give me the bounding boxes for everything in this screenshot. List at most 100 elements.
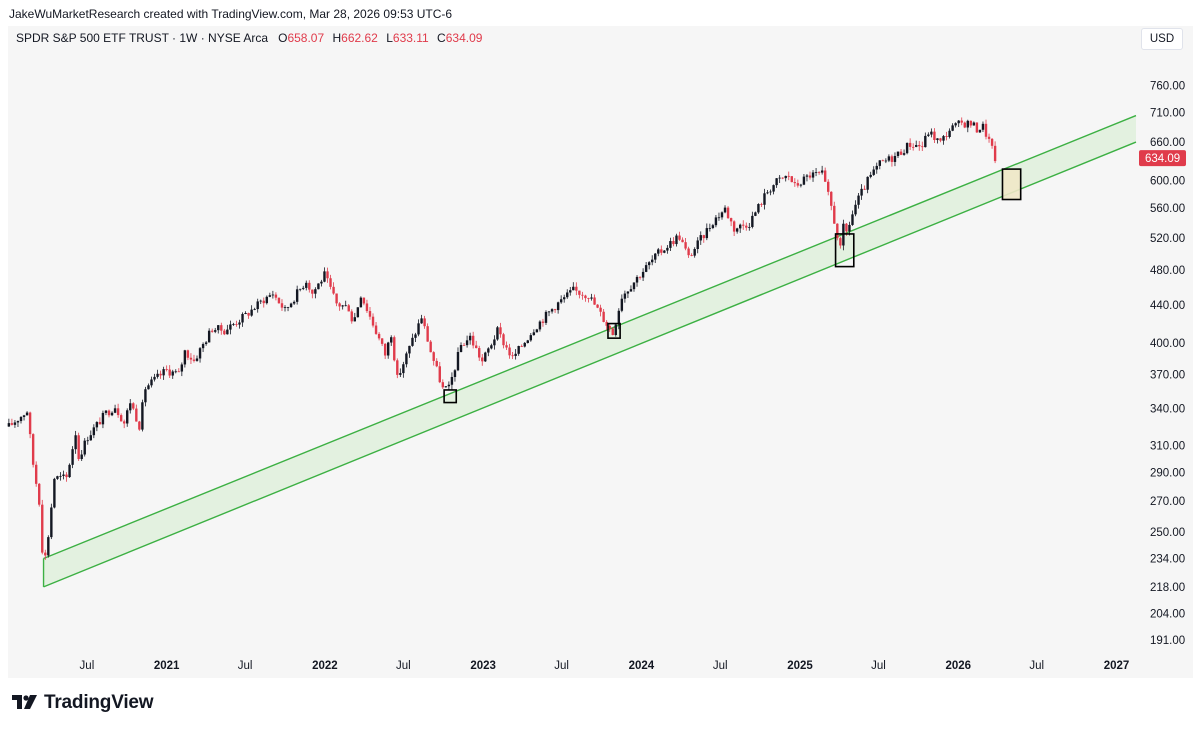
price-tick-label: 440.00: [1150, 300, 1185, 312]
candle-body: [781, 177, 784, 179]
candle-body: [541, 321, 545, 323]
candle-body: [978, 129, 982, 133]
candle-body: [268, 295, 272, 297]
candle-body: [769, 191, 772, 193]
candle-body: [605, 321, 608, 326]
candle-body: [814, 172, 818, 173]
support-box: [834, 233, 855, 268]
candle-body: [183, 350, 187, 365]
price-tick-label: 310.00: [1150, 441, 1185, 453]
price-tick-label: 290.00: [1150, 467, 1185, 479]
candle-body: [298, 288, 302, 290]
candle-body: [538, 321, 542, 330]
candle-body: [62, 474, 65, 476]
candle-body: [186, 350, 190, 358]
candle-body: [514, 353, 517, 356]
candle-body: [523, 342, 526, 347]
time-tick-label: 2024: [629, 660, 655, 672]
candle-body: [669, 241, 672, 248]
candle-body: [119, 415, 123, 422]
time-tick-label: 2026: [945, 660, 971, 672]
last-price-tag: 634.09: [1139, 150, 1186, 167]
candle-body: [162, 369, 165, 376]
support-box: [607, 322, 621, 339]
candle-body: [302, 287, 305, 289]
candle-body: [195, 358, 199, 361]
symbol-description: SPDR S&P 500 ETF TRUST · 1W · NYSE Arca: [16, 31, 269, 45]
candle-body: [857, 195, 860, 205]
candle-body: [851, 214, 854, 225]
candle-body: [499, 327, 502, 335]
candle-body: [423, 318, 426, 327]
candle-body: [159, 373, 162, 376]
candle-body: [975, 122, 979, 133]
candle-body: [720, 212, 724, 218]
candle-body: [338, 303, 341, 307]
candle-body: [147, 385, 150, 390]
candle-body: [960, 120, 963, 123]
candle-body: [875, 165, 878, 170]
candle-body: [247, 313, 250, 316]
candlestick-series: [7, 117, 997, 560]
candle-body: [611, 328, 614, 335]
candle-body: [98, 422, 102, 425]
candle-body: [405, 353, 408, 365]
price-axis[interactable]: 760.00 710.00 660.00 600.00 560.00 520.00 480.…: [1150, 80, 1185, 647]
price-tick-label: 400.00: [1150, 338, 1185, 350]
candle-body: [887, 156, 891, 161]
candle-body: [411, 337, 414, 346]
candle-body: [593, 297, 596, 305]
time-tick-label: Jul: [1029, 660, 1044, 672]
candle-body: [47, 537, 50, 556]
candle-body: [177, 371, 181, 373]
candle-body: [280, 303, 284, 308]
candle-body: [180, 364, 184, 372]
candle-body: [578, 290, 581, 295]
candle-body: [902, 153, 906, 155]
candle-body: [799, 184, 803, 186]
candle-body: [207, 330, 211, 343]
candle-body: [690, 255, 693, 256]
symbol-legend[interactable]: SPDR S&P 500 ETF TRUST · 1W · NYSE Arca …: [16, 31, 487, 45]
candle-body: [31, 434, 35, 465]
candle-body: [277, 297, 281, 304]
candle-body: [696, 240, 699, 250]
candle-body: [289, 303, 293, 308]
candle-body: [253, 309, 256, 310]
time-axis[interactable]: Jul 2021 Jul 2022 Jul 2023 Jul 2024 Jul 2025 Jul 20…: [80, 660, 1130, 672]
candle-body: [408, 345, 411, 354]
channel-upper-line[interactable]: [43, 114, 1137, 560]
candle-body: [104, 410, 108, 413]
candle-body: [833, 205, 836, 224]
candle-body: [553, 309, 557, 311]
candle-body: [28, 412, 32, 435]
candle-body: [174, 371, 177, 373]
candle-body: [969, 120, 973, 126]
candle-body: [347, 305, 350, 312]
candle-body: [244, 313, 247, 315]
candle-body: [708, 227, 712, 229]
channel-lower-line[interactable]: [43, 141, 1137, 588]
price-tick-label: 234.00: [1150, 553, 1185, 565]
candle-body: [210, 330, 214, 332]
candle-body: [626, 291, 630, 294]
candle-body: [462, 345, 466, 346]
candle-body: [116, 408, 120, 416]
candle-body: [110, 412, 114, 416]
currency-button[interactable]: USD: [1141, 28, 1183, 50]
candle-body: [711, 225, 715, 228]
candle-body: [581, 294, 584, 296]
candle-body: [274, 294, 278, 298]
candle-body: [529, 335, 533, 341]
candle-body: [92, 427, 96, 436]
candle-body: [763, 193, 766, 205]
chart-attribution: JakeWuMarketResearch created with Tradin…: [9, 7, 453, 21]
candle-body: [660, 249, 663, 253]
candle-body: [238, 322, 241, 325]
candle-body: [966, 120, 969, 128]
candle-body: [74, 435, 77, 450]
candle-body: [629, 289, 633, 292]
candle-body: [845, 223, 848, 232]
candle-body: [308, 282, 311, 290]
